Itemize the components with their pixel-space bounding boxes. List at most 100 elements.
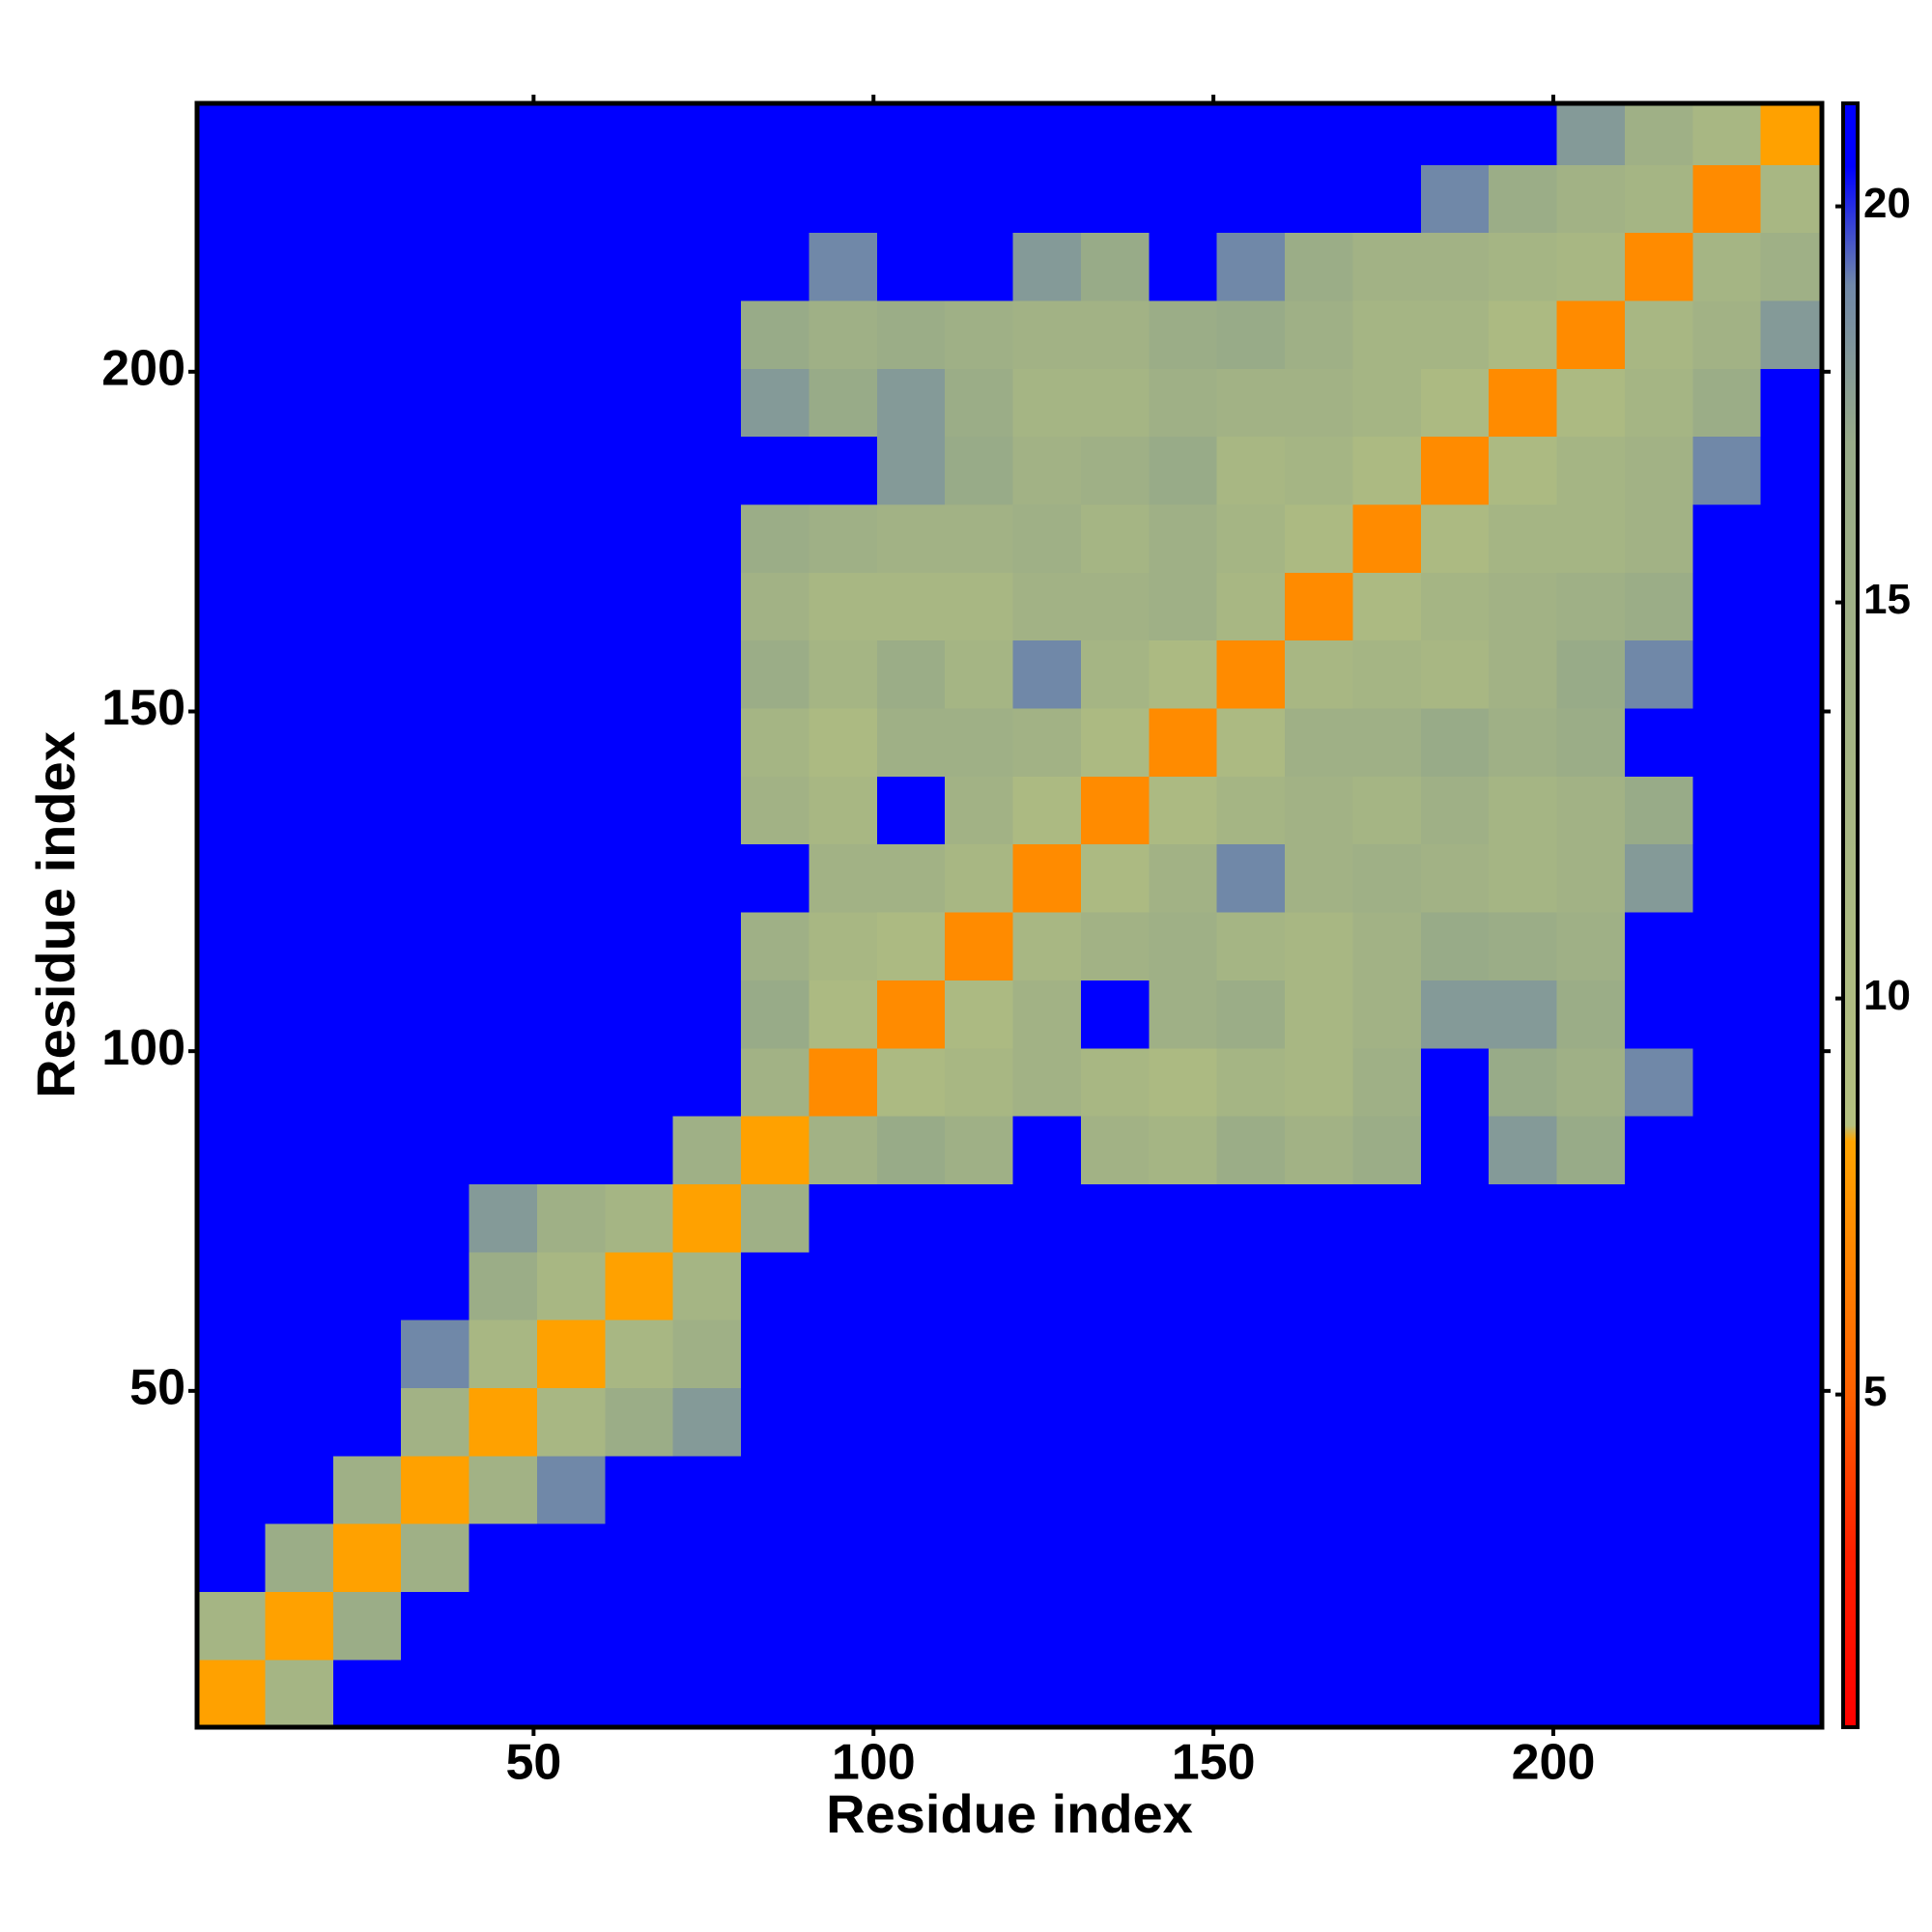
heatmap-cell	[1624, 503, 1693, 573]
heatmap-cell	[1012, 503, 1082, 573]
heatmap-cell	[197, 1659, 266, 1728]
heatmap-cell	[1556, 1591, 1626, 1661]
heatmap-cell	[809, 503, 878, 573]
heatmap-cell	[672, 503, 742, 573]
heatmap-cell	[945, 1115, 1014, 1184]
y-tick-label: 150	[101, 680, 185, 736]
heatmap-cell	[265, 503, 334, 573]
heatmap-cell	[197, 1522, 266, 1592]
heatmap-cell	[1556, 436, 1626, 505]
heatmap-cell	[605, 1659, 674, 1728]
heatmap-cell	[876, 1387, 946, 1457]
heatmap-cell	[1556, 572, 1626, 641]
heatmap-cell	[672, 707, 742, 777]
heatmap-cell	[401, 1591, 470, 1661]
heatmap-cell	[1692, 1251, 1762, 1321]
heatmap-cell	[672, 911, 742, 980]
heatmap-cell	[1489, 299, 1558, 369]
heatmap-cell	[1149, 232, 1218, 301]
heatmap-cell	[1624, 1251, 1693, 1321]
heatmap-cell	[1489, 1659, 1558, 1728]
heatmap-cell	[876, 911, 946, 980]
heatmap-cell	[1420, 843, 1490, 913]
heatmap-cell	[197, 232, 266, 301]
heatmap-cell	[401, 639, 470, 709]
heatmap-cell	[1285, 1591, 1354, 1661]
heatmap-cell	[741, 843, 810, 913]
heatmap-cell	[1556, 503, 1626, 573]
heatmap-cell	[1012, 639, 1082, 709]
heatmap-cell	[809, 299, 878, 369]
heatmap-cell	[605, 503, 674, 573]
heatmap-cell	[1760, 1251, 1823, 1321]
heatmap-cell	[1352, 232, 1422, 301]
heatmap-cell	[1556, 1455, 1626, 1524]
heatmap-cell	[1420, 368, 1490, 438]
heatmap-cell	[1556, 368, 1626, 438]
heatmap-cell	[1556, 1659, 1626, 1728]
heatmap-cell	[945, 1319, 1014, 1388]
heatmap-cell	[741, 1659, 810, 1728]
heatmap-cell	[945, 1251, 1014, 1321]
heatmap-cell	[332, 1455, 402, 1524]
heatmap-cell	[1216, 503, 1286, 573]
heatmap-cell	[469, 1183, 538, 1253]
heatmap-cell	[1012, 1387, 1082, 1457]
heatmap-cell	[1080, 232, 1150, 301]
heatmap-cell	[1692, 1047, 1762, 1117]
heatmap-cell	[1352, 980, 1422, 1049]
heatmap-cell	[605, 164, 674, 234]
heatmap-cell	[1080, 103, 1150, 165]
heatmap-cell	[1352, 707, 1422, 777]
heatmap-cell	[1420, 980, 1490, 1049]
heatmap-cell	[536, 1659, 606, 1728]
heatmap-cell	[741, 436, 810, 505]
heatmap-cell	[1489, 1522, 1558, 1592]
heatmap-cell	[1352, 1455, 1422, 1524]
heatmap-cell	[1285, 1455, 1354, 1524]
heatmap-cell	[1012, 1591, 1082, 1661]
heatmap-cell	[401, 843, 470, 913]
heatmap-cell	[876, 1183, 946, 1253]
heatmap-cell	[1080, 980, 1150, 1049]
heatmap-cell	[1216, 1659, 1286, 1728]
heatmap-cell	[469, 980, 538, 1049]
heatmap-cell	[1556, 232, 1626, 301]
heatmap-cell	[876, 843, 946, 913]
heatmap-cell	[1012, 1251, 1082, 1321]
heatmap-cell	[1624, 103, 1693, 165]
heatmap-cell	[197, 1047, 266, 1117]
heatmap-cell	[1352, 1591, 1422, 1661]
heatmap-cell	[945, 843, 1014, 913]
heatmap-cell	[401, 572, 470, 641]
heatmap-cell	[741, 1047, 810, 1117]
heatmap-cell	[876, 572, 946, 641]
heatmap-cell	[672, 164, 742, 234]
heatmap-cell	[1285, 368, 1354, 438]
heatmap-cell	[605, 1591, 674, 1661]
heatmap-cell	[536, 572, 606, 641]
heatmap-cell	[1692, 368, 1762, 438]
heatmap-cell	[469, 639, 538, 709]
heatmap-cell	[672, 639, 742, 709]
heatmap-cell	[1420, 1387, 1490, 1457]
heatmap-cell	[1760, 1047, 1823, 1117]
heatmap-cell	[809, 1251, 878, 1321]
heatmap-cell	[1080, 503, 1150, 573]
heatmap-cell	[1216, 572, 1286, 641]
heatmap-cell	[809, 1047, 878, 1117]
heatmap-cell	[672, 843, 742, 913]
heatmap-cell	[1285, 1115, 1354, 1184]
heatmap-cell	[1216, 1455, 1286, 1524]
heatmap-cell	[1012, 707, 1082, 777]
heatmap-cell	[672, 572, 742, 641]
heatmap-cell	[741, 299, 810, 369]
heatmap-cell	[1420, 1659, 1490, 1728]
heatmap-cell	[1760, 1319, 1823, 1388]
heatmap-cell	[1080, 1319, 1150, 1388]
x-tick-label: 200	[1512, 1735, 1596, 1791]
heatmap-cell	[536, 843, 606, 913]
heatmap-cell	[1624, 164, 1693, 234]
heatmap-cell	[1760, 980, 1823, 1049]
heatmap-cell	[741, 1522, 810, 1592]
